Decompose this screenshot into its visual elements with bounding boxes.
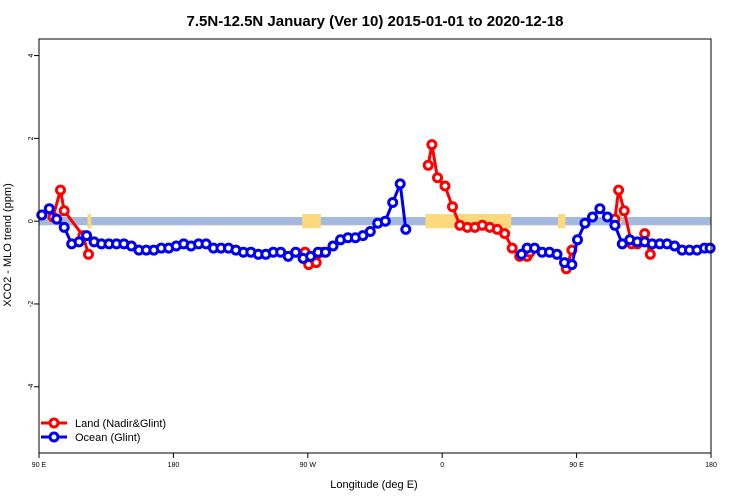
land-point [499,228,511,240]
x-tick-label: 0 [440,462,444,469]
series-layer [36,139,716,275]
ocean-point [601,211,613,223]
ocean-point [704,242,716,254]
land-point [83,248,94,260]
legend-land-marker [48,417,60,429]
chart-title: 7.5N-12.5N January (Ver 10) 2015-01-01 t… [187,13,564,30]
ocean-point [572,234,583,246]
land-point [447,201,458,213]
x-tick-label: 90 W [300,462,317,469]
ocean-point [387,197,399,208]
land-band-segment [87,214,92,229]
land-point [439,180,451,192]
ocean-point [327,240,339,252]
x-tick-label: 180 [168,462,180,469]
ocean-point [290,246,302,258]
land-point [426,139,438,151]
land-band-segment [302,214,321,229]
land-series-line [426,143,532,258]
ocean-point [58,221,70,233]
land-point [618,205,630,217]
y-tick-label: 4 [28,54,35,58]
plot-frame [38,38,712,454]
land-point [432,172,443,184]
land-point [422,159,434,171]
land-point [613,184,625,196]
y-axis-label: XCO2 - MLO trend (ppm) [2,183,14,306]
x-axis: 90 E 180 90 W 0 90 E 180 [32,453,717,469]
land-point [58,205,70,217]
x-tick-label: 90 E [569,462,584,469]
ocean-point [73,236,85,248]
legend-ocean-marker [48,431,60,443]
x-axis-label: Longitude (deg E) [330,479,417,491]
ocean-point [364,226,376,237]
ocean-point [551,248,563,260]
ocean-point [81,230,93,242]
land-band-segment [557,214,566,229]
y-tick-label: -2 [28,301,35,307]
y-axis: -4 -2 0 2 4 [28,54,39,390]
y-tick-label: 0 [28,219,35,223]
ocean-series [36,178,716,271]
ocean-point [594,203,606,215]
y-tick-label: -4 [28,384,35,390]
ocean-point [579,217,591,229]
ocean-point [566,259,578,271]
land-point [55,184,66,196]
legend: Land (Nadir&Glint) Ocean (Glint) [41,417,166,444]
ocean-point [609,219,621,231]
land-point [644,248,656,260]
land-point [506,242,518,254]
legend-land-label: Land (Nadir&Glint) [75,418,166,430]
ocean-point [394,178,406,190]
ocean-point [379,215,391,227]
ocean-point [320,246,331,258]
land-point [310,257,322,269]
ocean-point [36,209,48,221]
x-tick-label: 180 [705,462,717,469]
ocean-point [400,223,412,235]
y-tick-label: 2 [28,136,35,140]
ocean-point [43,203,55,215]
legend-ocean-label: Ocean (Glint) [75,432,140,444]
x-tick-label: 90 E [32,462,47,469]
ocean-point [516,248,527,260]
ocean-point [51,213,63,225]
ocean-point [587,211,598,223]
